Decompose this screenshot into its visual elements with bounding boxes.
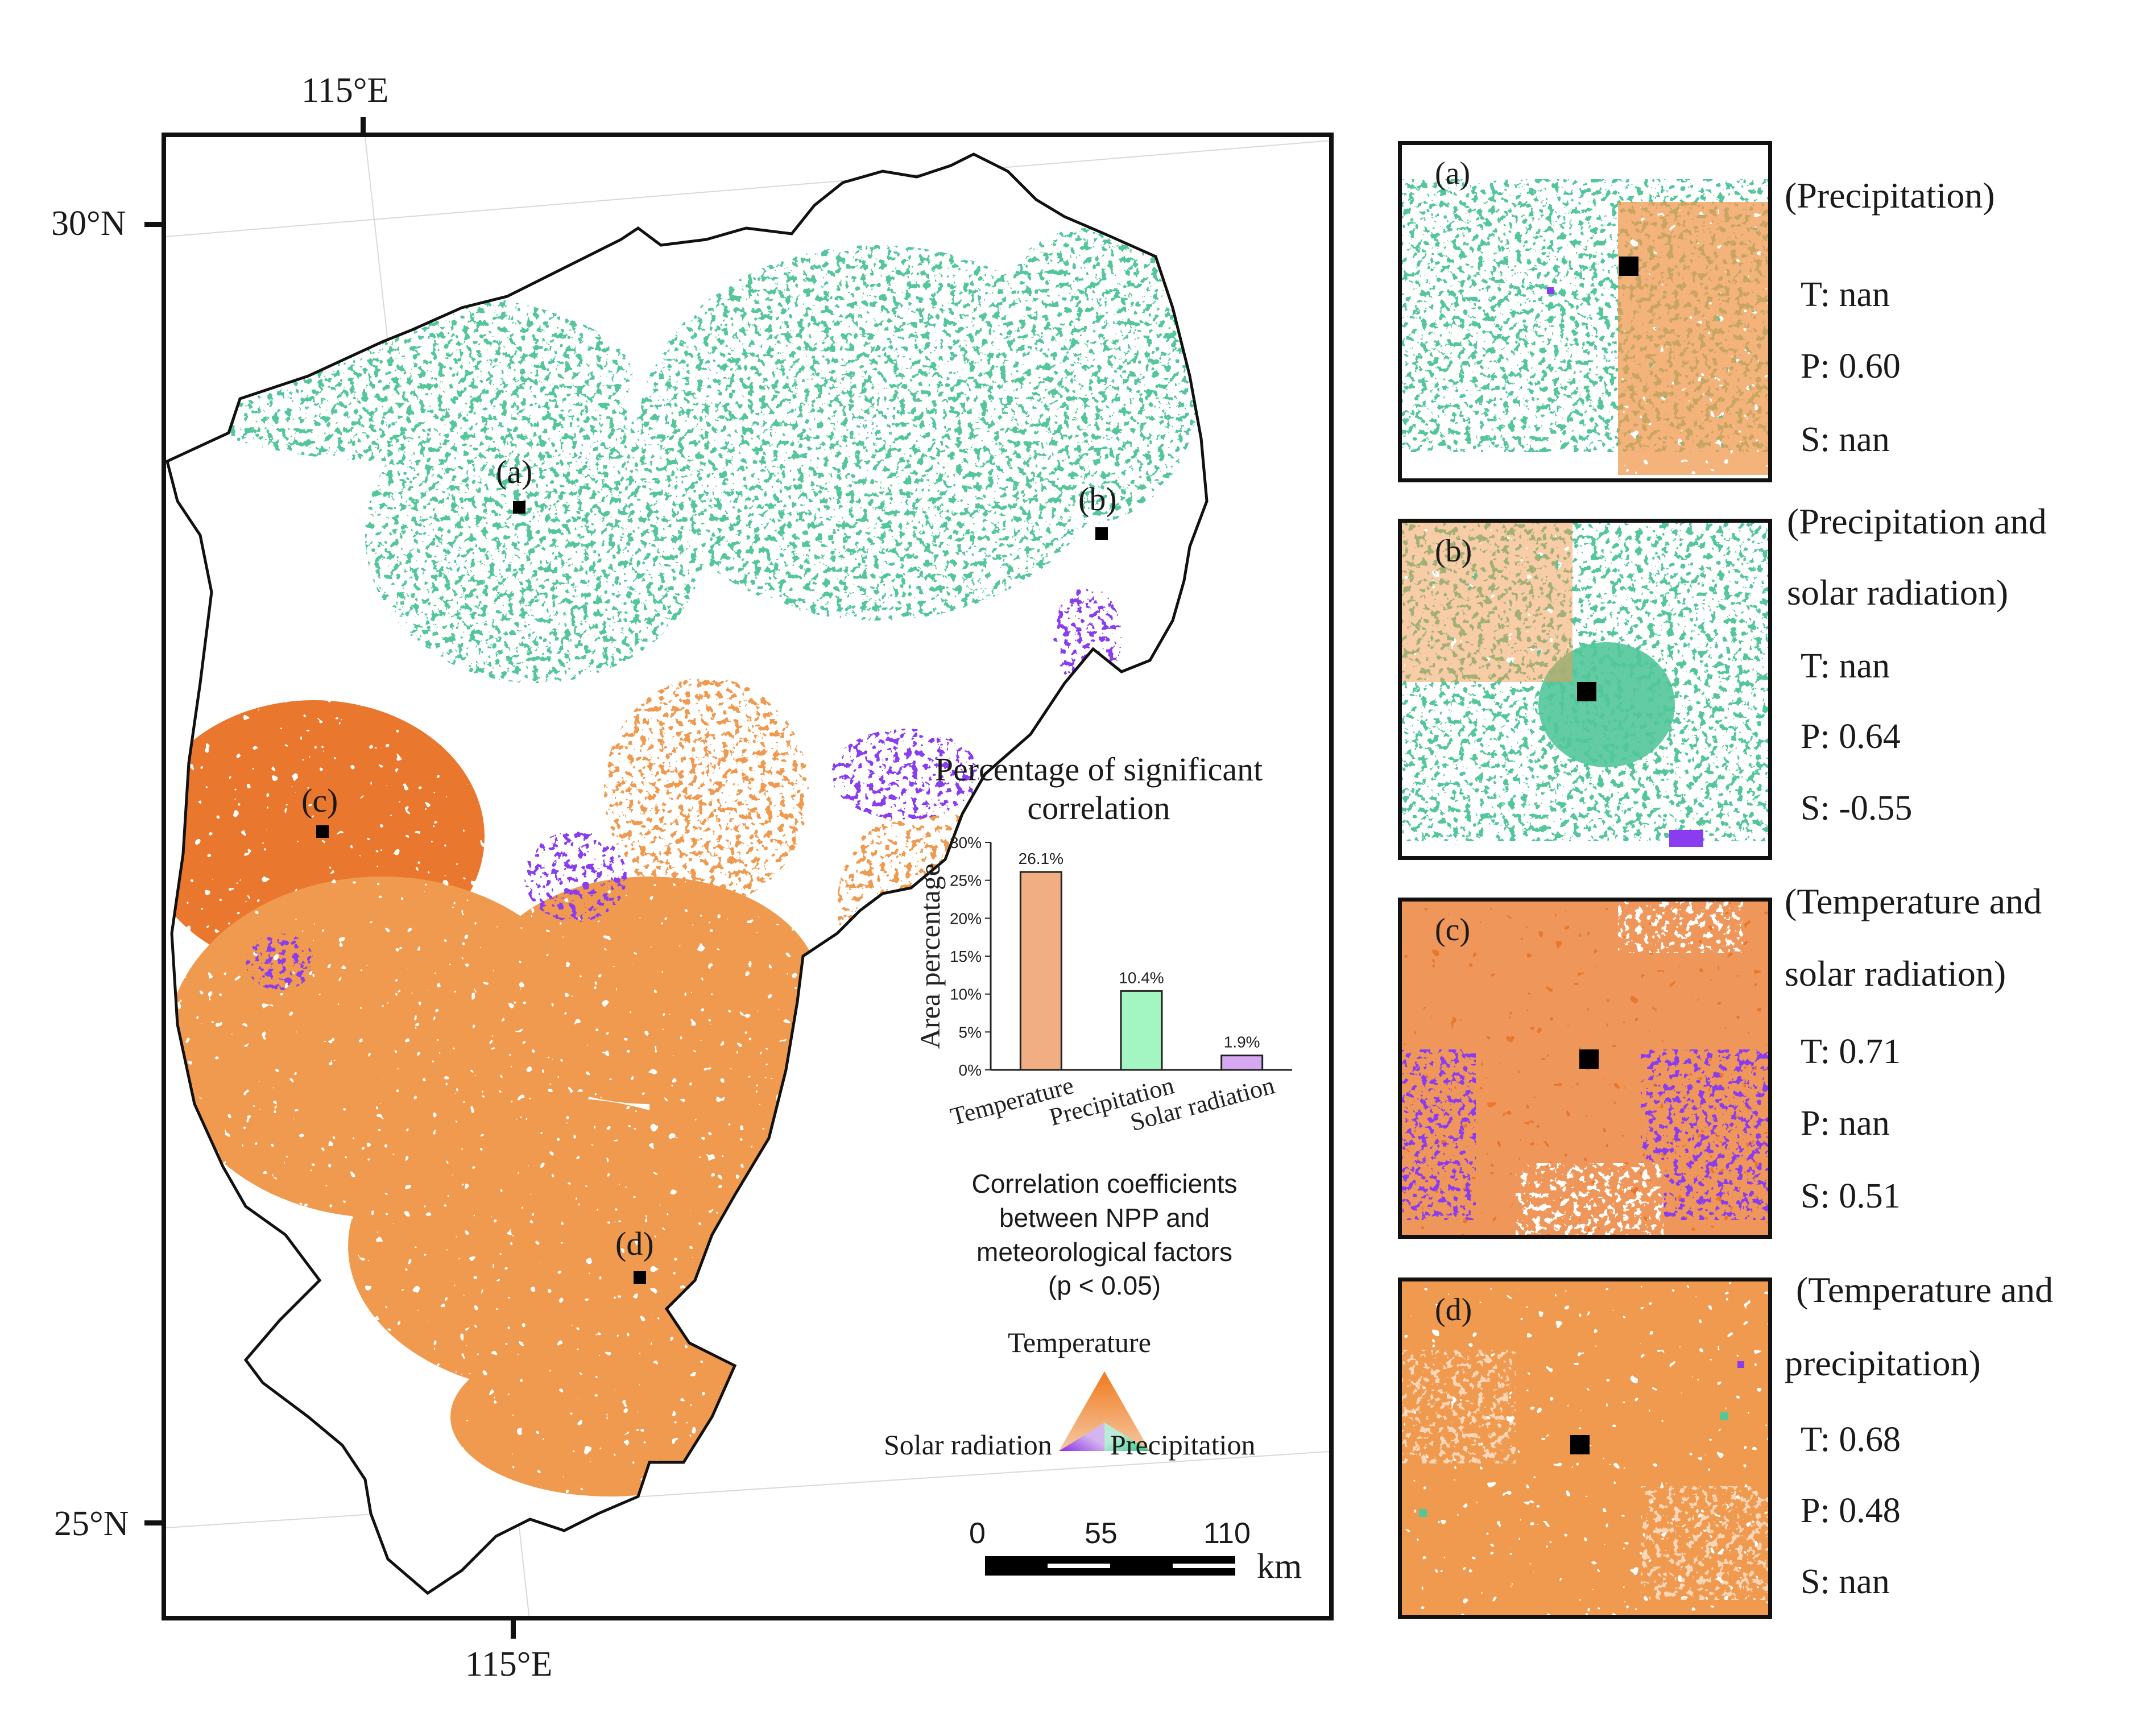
north-latitude-label: 30°N [51,204,126,243]
site-label-d: (d) [615,1225,654,1262]
chart-y-tick-label: 30% [950,834,982,851]
chart-data-label: 1.9% [1224,1033,1260,1051]
legend-title-line-3: meteorological factors [976,1237,1232,1267]
site-marker-c [316,825,329,838]
inset-d: (d) [1398,1278,1772,1619]
chart-y-tick-label: 5% [959,1023,982,1041]
inset-a-temperature-value: T: nan [1801,275,1890,314]
chart-data-label: 26.1% [1019,850,1063,867]
scale-tick-110: 110 [1203,1517,1251,1550]
north-latitude-tick [144,222,164,227]
ternary-color-triangle [1059,1371,1150,1451]
inset-b-description-line-2: solar radiation) [1787,572,2009,613]
significant-correlation-bar-chart: 0%5%10%15%20%25%30%Area percentage26.1%T… [917,834,1292,1136]
bottom-longitude-tick [511,1618,516,1639]
inset-d-label: (d) [1435,1292,1472,1328]
top-longitude-label: 115°E [301,71,389,110]
chart-y-tick-label: 25% [950,872,982,890]
chart-y-axis-label: Area percentage [917,863,946,1049]
inset-d-description-line-2: precipitation) [1785,1343,1981,1383]
south-latitude-tick [144,1520,164,1525]
inset-a-precipitation-value: P: 0.60 [1801,347,1901,386]
chart-bar-solar-radiation [1220,1055,1264,1071]
chart-y-tick-label: 15% [950,948,982,965]
site-marker-a [513,501,525,514]
inset-a-label: (a) [1435,156,1471,191]
chart-title: Percentage of significant correlation [894,750,1303,828]
inset-c-solar-value: S: 0.51 [1801,1177,1901,1216]
legend-title-line-1: Correlation coefficients [971,1169,1238,1198]
chart-bar-temperature [1019,871,1062,1071]
chart-title-line-1: Percentage of significant [934,751,1263,788]
bottom-longitude-label: 115°E [465,1645,553,1684]
inset-a-solar-value: S: nan [1801,420,1890,459]
inset-d-solar-value: S: nan [1801,1562,1890,1601]
legend-solar-radiation-label: Solar radiation [884,1429,1052,1461]
inset-c-label: (c) [1435,912,1471,948]
inset-d-precipitation-value: P: 0.48 [1801,1491,1901,1530]
scale-tick-55: 55 [1085,1517,1118,1550]
top-longitude-tick [361,117,366,135]
chart-data-label: 10.4% [1119,969,1164,986]
inset-b-description-line-1: (Precipitation and [1787,501,2047,541]
inset-b-temperature-value: T: nan [1801,647,1890,685]
chart-bar-precipitation [1120,990,1163,1071]
scale-unit: km [1257,1547,1302,1586]
site-label-b: (b) [1078,481,1117,518]
inset-b-precipitation-value: P: 0.64 [1801,717,1901,756]
inset-a-raster [1402,145,1768,478]
chart-y-tick-label: 20% [950,909,982,927]
inset-b: (b) [1398,519,1772,860]
map-canvas [166,137,1329,1616]
inset-b-label: (b) [1435,534,1472,569]
inset-d-marker [1570,1435,1590,1454]
site-label-a: (a) [496,453,533,490]
province-boundary [166,152,1209,1595]
inset-d-temperature-value: T: 0.68 [1801,1420,1901,1459]
main-map: (a) (b) (c) (d) Percentage of significan… [162,133,1334,1620]
chart-y-tick-label: 10% [950,986,982,1003]
inset-a: (a) [1398,141,1772,482]
inset-d-description-line-1: (Temperature and [1796,1270,2054,1310]
inset-c-marker [1579,1049,1599,1069]
inset-c-raster [1402,902,1768,1235]
chart-y-tick-label: 0% [959,1061,982,1079]
legend-precipitation-label: Precipitation [1110,1429,1256,1461]
inset-c-description-line-1: (Temperature and [1785,881,2042,921]
south-latitude-label: 25°N [54,1504,129,1543]
site-marker-d [634,1271,646,1284]
inset-c-precipitation-value: P: nan [1801,1104,1890,1143]
site-label-c: (c) [301,782,338,819]
chart-title-line-2: correlation [1027,789,1170,827]
legend-title: Correlation coefficients between NPP and… [917,1167,1292,1303]
legend-temperature-label: Temperature [1008,1326,1151,1358]
inset-a-marker [1619,257,1638,276]
legend-title-line-4: (p < 0.05) [1048,1271,1161,1301]
legend-title-line-2: between NPP and [999,1202,1210,1233]
inset-b-marker [1577,682,1596,701]
inset-c-temperature-value: T: 0.71 [1801,1032,1901,1071]
scale-bar [985,1556,1235,1576]
site-marker-b [1095,527,1108,540]
inset-b-solar-value: S: -0.55 [1801,789,1913,828]
scale-tick-0: 0 [969,1517,986,1550]
inset-c-description-line-2: solar radiation) [1785,953,2006,994]
inset-a-description: (Precipitation) [1785,175,1995,216]
inset-c: (c) [1398,898,1772,1239]
